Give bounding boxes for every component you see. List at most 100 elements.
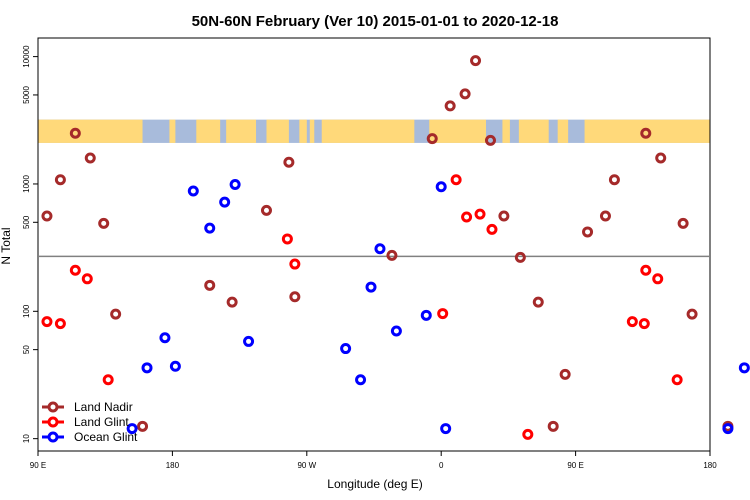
data-points: [41, 55, 750, 440]
ocean-glint-point: [355, 374, 367, 386]
map-land-12: [584, 119, 710, 143]
x-axis: 90 E 180 90 W 0 90 E 180: [30, 451, 717, 470]
map-land-3: [226, 119, 257, 143]
x-tick-label: 180: [703, 461, 717, 470]
ocean-glint-point: [420, 309, 432, 321]
land-nadir-point: [260, 204, 272, 216]
world-map-strip: [38, 119, 710, 143]
land-nadir-point: [532, 296, 544, 308]
map-land-7: [321, 119, 415, 143]
land-glint-point: [652, 273, 664, 285]
legend-label-land-nadir: Land Nadir: [74, 400, 133, 414]
land-nadir-point: [84, 152, 96, 164]
ocean-glint-point: [159, 332, 171, 344]
land-nadir-point: [559, 368, 571, 380]
land-nadir-point: [289, 291, 301, 303]
x-axis-label: Longitude (deg E): [327, 477, 422, 491]
y-axis-label: N Total: [0, 227, 13, 264]
y-tick-label: 500: [22, 215, 31, 229]
x-tick-label: 0: [439, 461, 444, 470]
land-nadir-point: [459, 88, 471, 100]
map-land-2: [196, 119, 221, 143]
land-glint-point: [450, 174, 462, 186]
legend-label-land-glint: Land Glint: [74, 415, 129, 429]
land-nadir-point: [582, 226, 594, 238]
legend-label-ocean-glint: Ocean Glint: [74, 430, 138, 444]
x-tick-label: 90 W: [297, 461, 316, 470]
land-nadir-point: [547, 420, 559, 432]
chart-title: 50N-60N February (Ver 10) 2015-01-01 to …: [192, 13, 559, 30]
plot-frame: [37, 37, 711, 452]
ocean-glint-point: [440, 423, 452, 435]
land-glint-point: [626, 316, 638, 328]
land-nadir-point: [54, 174, 66, 186]
y-tick-label: 10000: [22, 45, 31, 68]
y-tick-label: 100: [22, 304, 31, 318]
ocean-glint-point: [435, 181, 447, 193]
land-nadir-point: [204, 279, 216, 291]
land-glint-point: [461, 211, 473, 223]
y-axis: 10 50 100 500 1000 5000 10000: [22, 45, 38, 443]
map-land-6: [309, 119, 315, 143]
land-nadir-point: [426, 133, 438, 145]
y-tick-label: 10: [22, 434, 31, 443]
x-tick-label: 90 E: [567, 461, 583, 470]
ocean-glint-point: [126, 423, 138, 435]
ocean-glint-point: [219, 196, 231, 208]
land-nadir-point: [599, 210, 611, 222]
ocean-glint-point: [365, 281, 377, 293]
land-nadir-point: [514, 251, 526, 263]
land-glint-point: [522, 428, 534, 440]
land-nadir-point: [608, 174, 620, 186]
legend-marker-ocean-glint: [47, 431, 59, 443]
land-nadir-point: [41, 210, 53, 222]
x-tick-label: 90 E: [30, 461, 46, 470]
land-glint-point: [640, 264, 652, 276]
land-glint-point: [437, 308, 449, 320]
ocean-glint-point: [169, 360, 181, 372]
ocean-glint-point: [340, 343, 352, 355]
land-glint-point: [54, 318, 66, 330]
land-nadir-point: [137, 420, 149, 432]
land-nadir-point: [226, 296, 238, 308]
ocean-glint-point: [722, 423, 734, 435]
land-glint-point: [486, 223, 498, 235]
map-land-1: [169, 119, 176, 143]
land-glint-point: [474, 208, 486, 220]
x-tick-label: 180: [166, 461, 180, 470]
land-nadir-point: [110, 308, 122, 320]
ocean-glint-point: [229, 179, 241, 191]
land-nadir-point: [283, 156, 295, 168]
land-nadir-point: [640, 127, 652, 139]
land-glint-point: [289, 258, 301, 270]
map-land-9: [502, 119, 510, 143]
land-nadir-point: [677, 217, 689, 229]
land-nadir-point: [444, 100, 456, 112]
map-land-4: [266, 119, 289, 143]
y-tick-label: 5000: [22, 85, 31, 103]
ocean-glint-point: [390, 325, 402, 337]
land-nadir-point: [69, 127, 81, 139]
map-land-0: [38, 119, 143, 143]
land-glint-point: [81, 273, 93, 285]
land-nadir-point: [484, 134, 496, 146]
land-glint-point: [671, 374, 683, 386]
map-land-11: [557, 119, 569, 143]
ocean-glint-point: [187, 185, 199, 197]
land-glint-point: [281, 233, 293, 245]
land-nadir-point: [386, 249, 398, 261]
legend-marker-land-glint: [47, 416, 59, 428]
legend-marker-land-nadir: [47, 401, 59, 413]
map-land-8: [429, 119, 486, 143]
land-glint-point: [102, 374, 114, 386]
ocean-glint-point: [141, 362, 153, 374]
map-land-5: [299, 119, 307, 143]
land-nadir-point: [686, 308, 698, 320]
land-nadir-point: [98, 217, 110, 229]
map-land-10: [518, 119, 549, 143]
land-nadir-point: [470, 55, 482, 67]
ocean-glint-point: [374, 243, 386, 255]
ocean-glint-point: [243, 335, 255, 347]
